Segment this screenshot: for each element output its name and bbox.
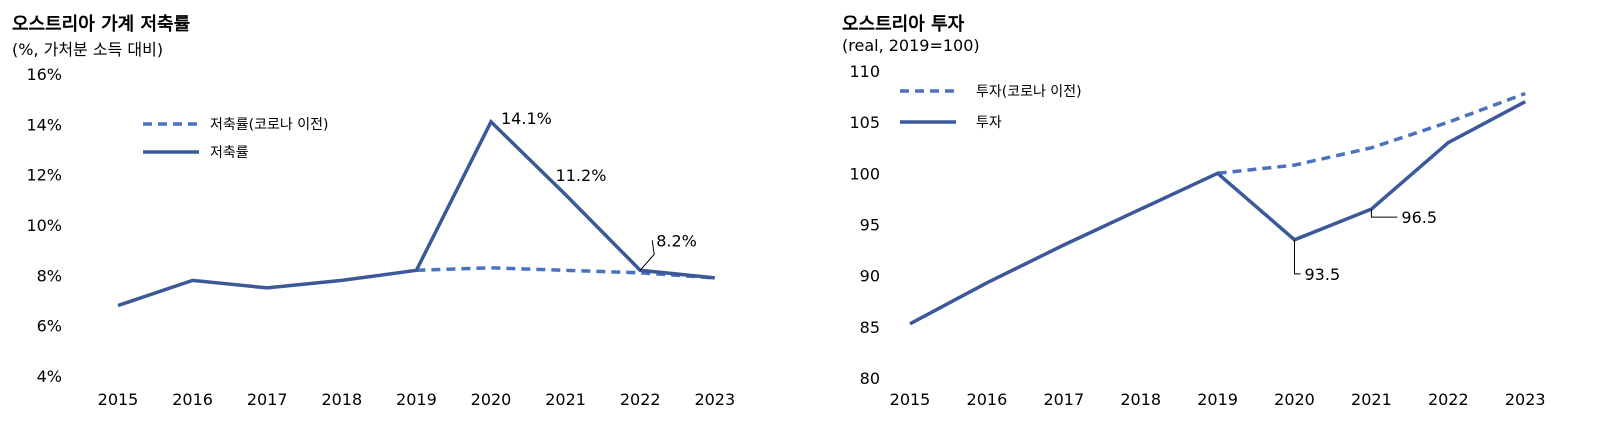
investment-x-tick-label: 2021 (1351, 390, 1392, 409)
savings-annotation-leader (639, 240, 655, 271)
savings-y-tick-label: 14% (26, 115, 62, 134)
investment-x-tick-label: 2023 (1505, 390, 1546, 409)
savings-chart-title: 오스트리아 가계 저축률 (12, 14, 191, 35)
investment-annotation-leader (1294, 239, 1301, 275)
investment-data-label: 96.5 (1401, 208, 1437, 227)
investment-legend-label: 투자(코로나 이전) (976, 84, 1082, 100)
investment-y-tick-label: 85 (860, 318, 880, 337)
investment-y-tick-label: 105 (849, 113, 880, 132)
investment-y-tick-label: 90 (860, 267, 880, 286)
investment-x-tick-label: 2019 (1197, 390, 1238, 409)
investment-x-tick-label: 2015 (890, 390, 931, 409)
savings-x-tick-label: 2021 (545, 390, 586, 409)
investment-x-tick-label: 2020 (1274, 390, 1315, 409)
savings-x-tick-label: 2017 (247, 390, 288, 409)
investment-x-tick-label: 2022 (1428, 390, 1469, 409)
savings-y-tick-label: 16% (26, 65, 62, 84)
investment-chart-title: 오스트리아 투자 (842, 14, 965, 35)
savings-actual-line (117, 118, 715, 308)
savings-data-label: 8.2% (656, 231, 697, 250)
savings-data-label: 14.1% (501, 109, 552, 128)
savings-chart-subtitle: (%, 가처분 소득 대비) (12, 40, 164, 59)
savings-x-tick-label: 2018 (321, 390, 362, 409)
investment-y-tick-label: 95 (860, 216, 880, 235)
investment-annotation-leader (1370, 209, 1398, 218)
investment-y-tick-label: 80 (860, 369, 880, 388)
investment-legend-label: 투자 (976, 115, 1002, 131)
savings-x-tick-label: 2020 (471, 390, 512, 409)
savings-x-tick-label: 2022 (620, 390, 661, 409)
investment-x-tick-label: 2018 (1120, 390, 1161, 409)
investment-chart-panel: 오스트리아 투자 (real, 2019=100) 110 105 100 95 90 8… (830, 0, 1622, 432)
investment-x-tick-label: 2016 (967, 390, 1008, 409)
savings-y-tick-label: 6% (37, 317, 62, 336)
investment-x-tick-label: 2017 (1043, 390, 1084, 409)
investment-precovid-line (1217, 91, 1526, 176)
savings-chart-plot: 16% 14% 12% 10% 8% 6% 4% 2015 2016 2017 2018 2019 20… (26, 65, 735, 409)
savings-legend-label: 저축률(코로나 이전) (210, 117, 328, 133)
investment-y-tick-label: 110 (849, 62, 880, 81)
savings-y-tick-label: 10% (26, 216, 62, 235)
investment-y-tick-label: 100 (849, 164, 880, 183)
savings-y-tick-label: 4% (37, 367, 62, 386)
investment-chart-subtitle: (real, 2019=100) (842, 36, 980, 55)
savings-x-tick-label: 2015 (98, 390, 139, 409)
savings-data-label: 11.2% (556, 166, 607, 185)
investment-actual-line (909, 100, 1527, 326)
savings-legend-label: 저축률 (210, 145, 249, 161)
investment-data-label: 93.5 (1305, 265, 1341, 284)
investment-chart-plot: 110 105 100 95 90 85 80 2015 2016 2017 2018 2019 202… (849, 62, 1546, 409)
savings-y-tick-label: 8% (37, 266, 62, 285)
savings-x-tick-label: 2023 (694, 390, 735, 409)
savings-chart-panel: 오스트리아 가계 저축률 (%, 가처분 소득 대비) 16% 14% 12% 10%… (0, 0, 810, 432)
savings-x-tick-label: 2016 (172, 390, 213, 409)
savings-x-tick-label: 2019 (396, 390, 437, 409)
savings-y-tick-label: 12% (26, 166, 62, 185)
